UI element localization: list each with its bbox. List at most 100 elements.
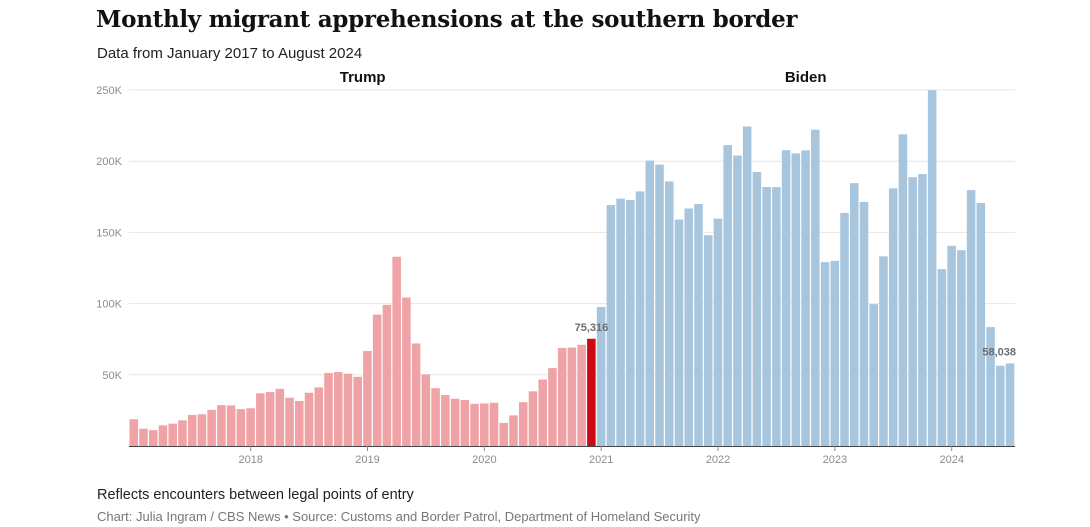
bar [577,344,586,446]
data-label-aug-2024: 58,038 [982,346,1016,358]
bar [480,403,489,446]
bar [733,155,742,446]
bar [684,208,694,446]
bar [674,219,684,446]
bar [626,200,635,446]
data-label-dec-2020: 75,316 [575,322,609,334]
bar [811,129,820,446]
bar [197,414,207,446]
bar [567,347,577,446]
bar [304,392,314,446]
y-tick-label: 50K [102,370,122,382]
chart-note: Reflects encounters between legal points… [97,487,414,503]
x-tick-label: 2018 [238,454,262,466]
bar [129,419,139,446]
bar [148,430,158,446]
bar [499,422,509,446]
bar [616,198,625,446]
bar [762,186,771,446]
bar [460,400,470,446]
bar [246,408,255,446]
bar [655,164,664,446]
bar [791,153,801,447]
bar [217,405,226,446]
y-tick-label: 100K [96,299,122,311]
bar [421,374,431,446]
bar [752,172,762,446]
bar [557,347,567,446]
x-tick-label: 2023 [823,454,847,466]
bar [723,145,732,446]
bar [908,177,917,446]
x-tick-label: 2020 [472,454,496,466]
bar [859,201,869,446]
bar [898,134,908,446]
bar [226,405,236,446]
x-tick-label: 2024 [939,454,963,466]
bar [402,297,411,446]
bar [450,398,460,446]
bar [431,388,440,446]
bar [518,402,528,446]
x-tick-label: 2022 [706,454,730,466]
bar [606,205,616,446]
bar [772,187,781,446]
y-tick-label: 250K [96,85,122,97]
bar [840,212,849,446]
era-label-trump: Trump [340,69,386,86]
bar [265,392,275,446]
y-tick-label: 150K [96,227,122,239]
bar [830,260,840,446]
bar [849,183,859,447]
bar [441,395,450,446]
bar [596,307,606,446]
bar [918,174,927,447]
bar [966,190,976,446]
bar [986,327,995,446]
era-label-biden: Biden [785,69,827,86]
bar [694,203,703,446]
bar [187,414,197,446]
bar [713,218,723,446]
x-tick-label: 2019 [355,454,379,466]
bar [333,372,343,446]
bar [314,387,324,446]
bar [489,402,499,446]
bar [256,393,265,446]
bar [976,202,986,446]
bar [645,160,655,446]
bar [285,397,294,446]
bar [996,365,1005,446]
bar [664,181,674,446]
bar [207,409,216,446]
bar [742,126,752,446]
bar [470,403,479,446]
bar [236,409,246,446]
bar [392,256,401,446]
bar [353,376,362,446]
chart-title: Monthly migrant apprehensions at the sou… [96,6,798,33]
bar [957,250,966,446]
bar [324,372,333,446]
bar [372,314,382,446]
bar [635,191,645,446]
bar [139,428,148,446]
bar [937,269,947,446]
bar [411,343,421,446]
bar [801,150,810,446]
chart-subtitle: Data from January 2017 to August 2024 [97,45,363,62]
bar [1005,363,1015,446]
bar [509,415,518,446]
x-axis-ticks: 2018 2019 2020 2021 2022 2023 2024 [238,446,964,466]
bar [363,351,372,446]
bar [703,235,713,446]
bar [382,304,392,446]
y-axis-ticks: 50K 100K 150K 200K 250K [96,85,122,382]
x-tick-label: 2021 [589,454,613,466]
bar [343,373,353,446]
y-tick-label: 200K [96,156,122,168]
bar [947,245,956,446]
bar [869,304,878,446]
bar [168,423,177,446]
